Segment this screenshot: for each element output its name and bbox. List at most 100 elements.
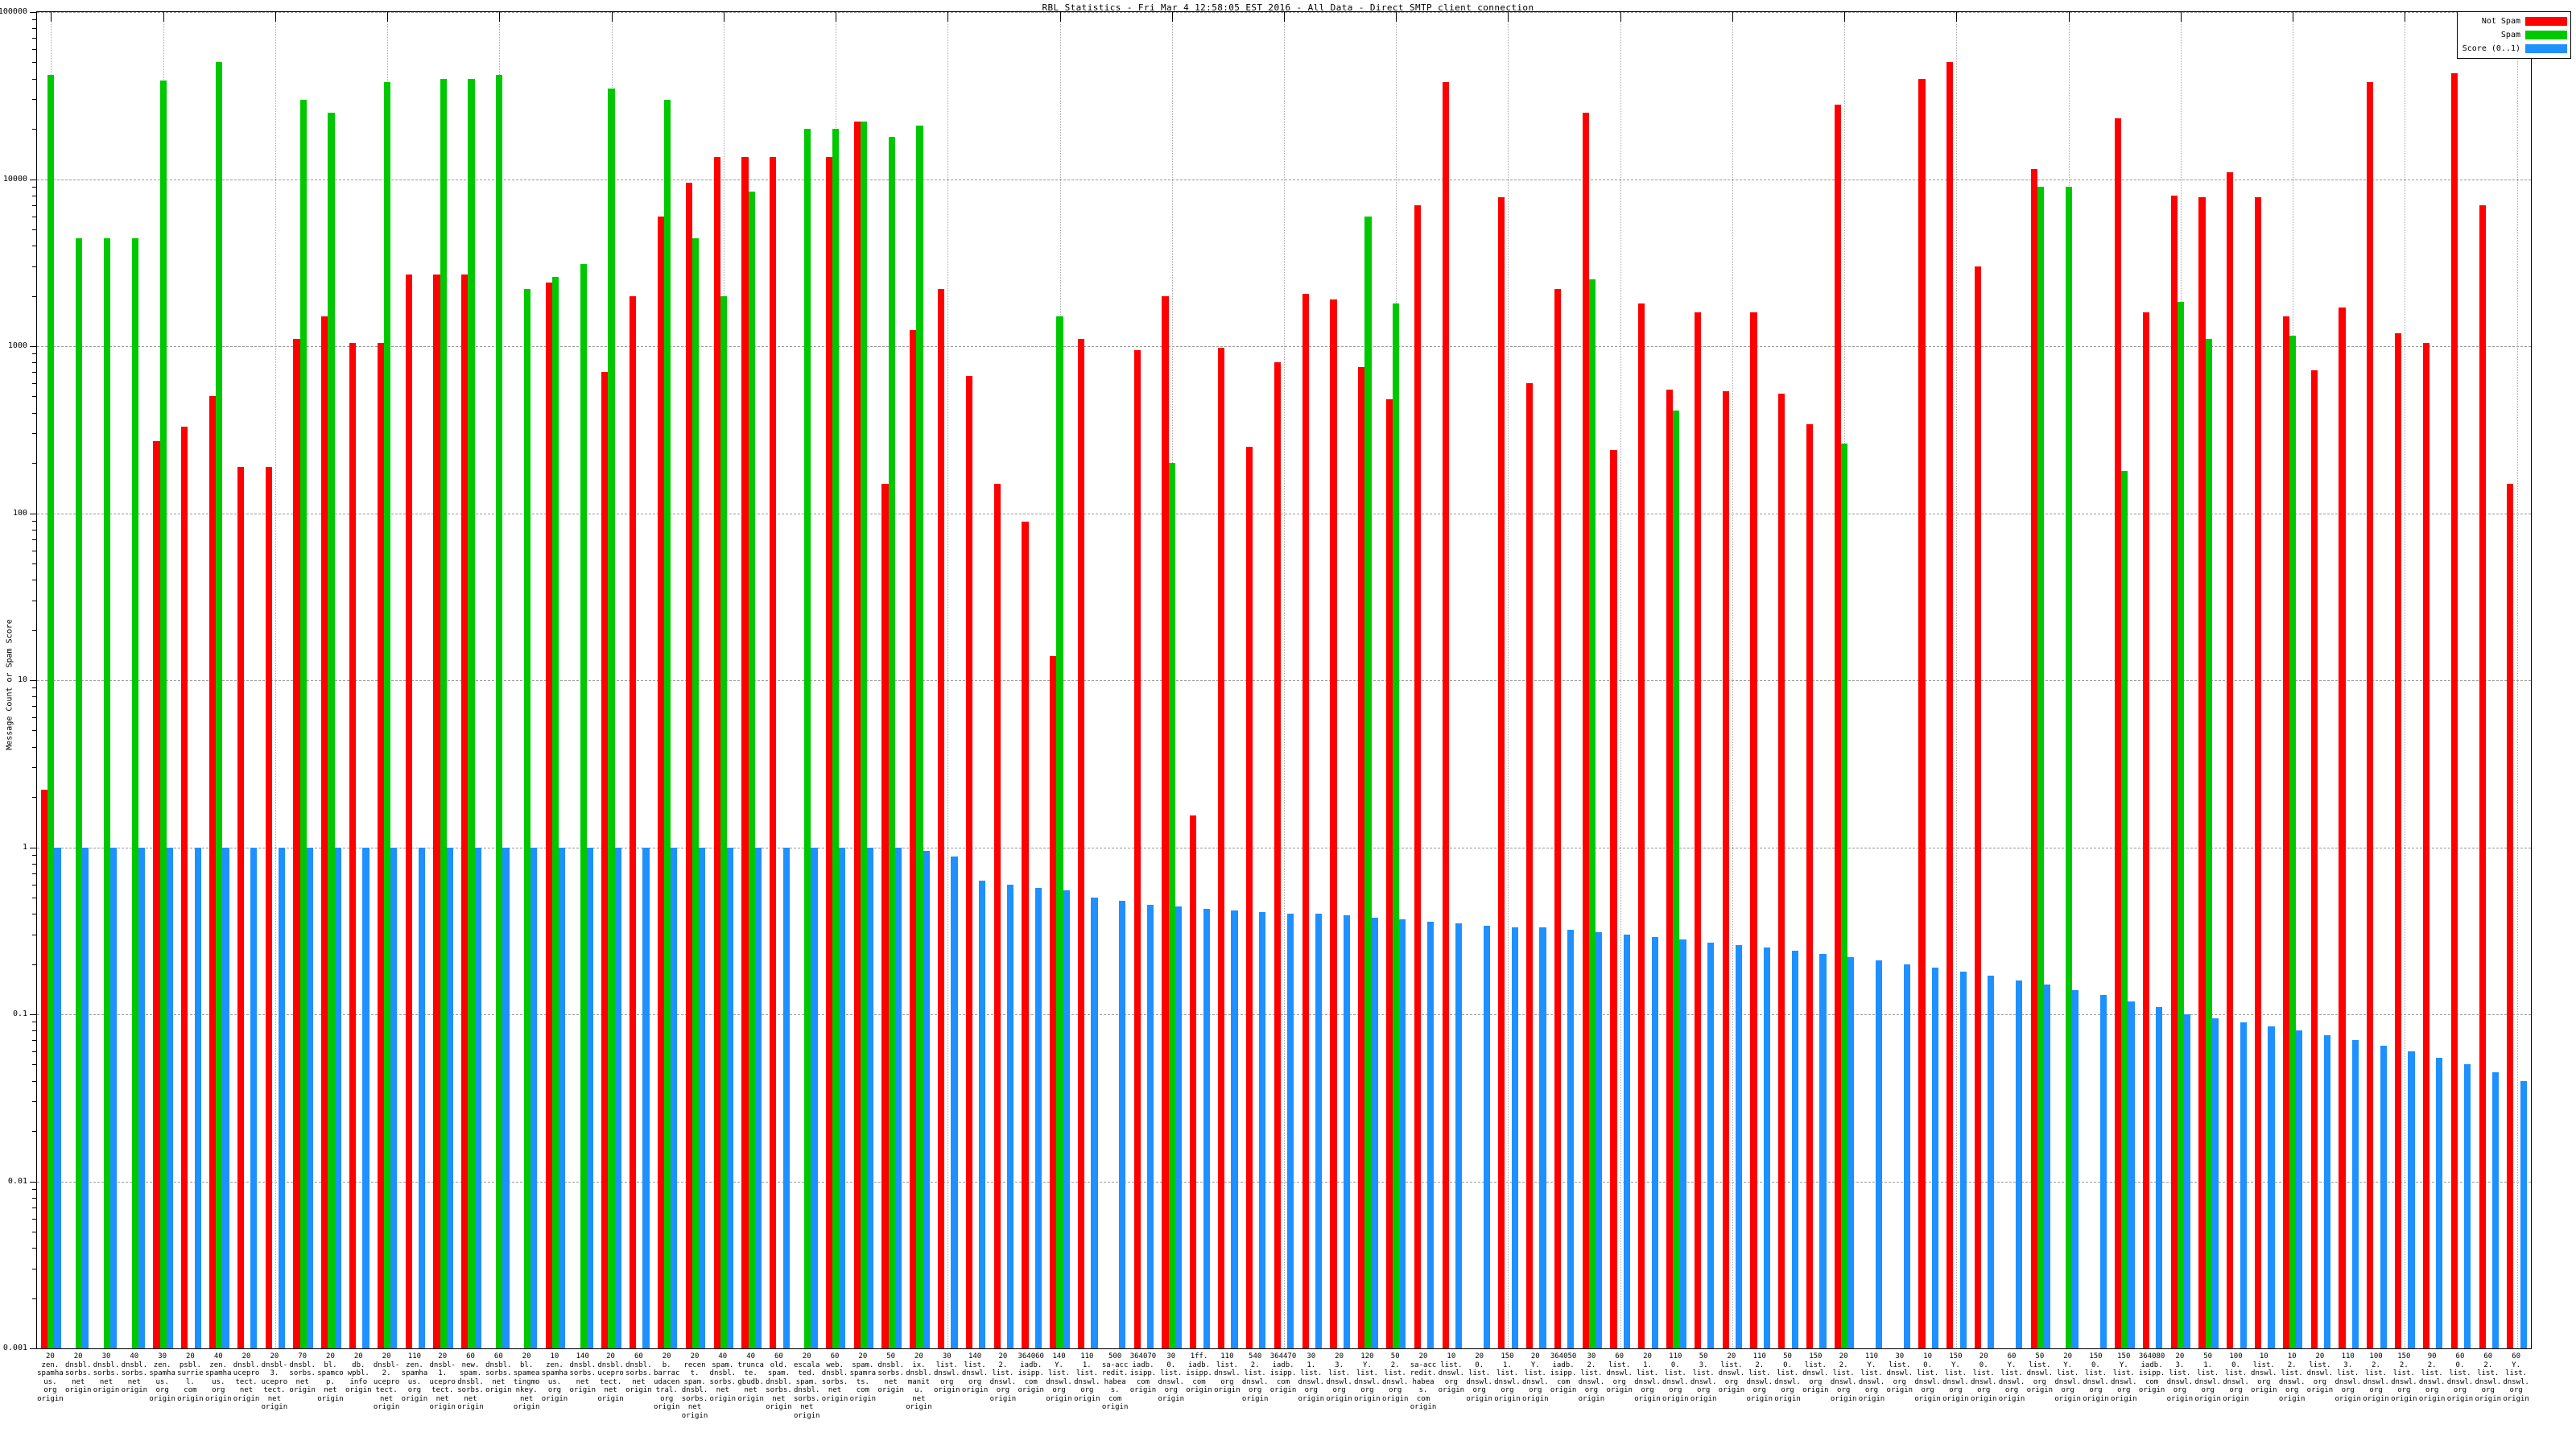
y-axis-tick-major <box>30 12 36 13</box>
bar-spam <box>804 129 811 1348</box>
x-axis-tick-label: 50 dnsbl. sorbs. net origin <box>877 1352 904 1394</box>
bar-score <box>2183 1014 2191 1348</box>
y-axis-tick-minor <box>32 730 36 732</box>
bar-spam <box>2177 301 2184 1348</box>
bar-spam <box>916 125 923 1348</box>
bar-score <box>782 847 790 1348</box>
x-axis-tick-label: 30 2. list. dnswl. org origin <box>1578 1352 1605 1403</box>
y-axis-tick-major <box>30 1348 36 1349</box>
y-axis-tick-minor <box>32 1131 36 1133</box>
y-axis-tick-minor <box>32 396 36 398</box>
bar-spam <box>860 122 867 1348</box>
bar-spam <box>608 88 615 1348</box>
y-axis-tick-minor <box>32 372 36 374</box>
x-axis-tick-label: 70 dnsbl. sorbs. net origin <box>289 1352 316 1394</box>
y-axis-tick-label: 100000 <box>0 7 27 16</box>
x-axis-tick-label: 30 zen. spamhaus. org origin <box>149 1352 175 1403</box>
x-axis-tick-label: 50 3. list. dnswl. org origin <box>1690 1352 1717 1403</box>
y-axis-tick-minor <box>32 433 36 435</box>
bar-score <box>2016 980 2023 1348</box>
bar-spam <box>551 276 559 1348</box>
x-axis-tick-label: 20 dnsbl-1. uceprotect. net origin <box>429 1352 456 1411</box>
y-axis-title: Message Count or Spam Score <box>5 619 14 750</box>
bar-score <box>1343 915 1350 1348</box>
x-axis-tick-label: 20 recent. spam. dnsbl. sorbs. net origin <box>681 1352 708 1420</box>
bar-score <box>1371 917 1378 1348</box>
bar-spam <box>299 99 307 1348</box>
bar-spam <box>1056 316 1063 1348</box>
bar-not-spam <box>265 466 272 1348</box>
x-axis-tick-label: 110 2. list. dnswl. org origin <box>1746 1352 1773 1403</box>
bar-score <box>419 847 426 1348</box>
bar-score <box>1959 972 1967 1348</box>
x-axis-tick-label: 10 2. list. dnswl. org origin <box>2278 1352 2306 1403</box>
bar-not-spam <box>1022 522 1029 1348</box>
y-axis-tick-minor <box>32 630 36 631</box>
bar-score <box>1931 968 1938 1348</box>
y-axis-tick-minor <box>32 696 36 698</box>
x-axis-tick-label: 20 0. list. dnswl. org origin <box>1466 1352 1492 1403</box>
bar-spam <box>1364 216 1372 1348</box>
bar-not-spam <box>2198 196 2206 1348</box>
x-axis-tick-label: 20 dnsbl-2. uceprotect. net origin <box>373 1352 400 1411</box>
x-axis-tick-label: 364080 iadb. isipp. com origin <box>2138 1352 2165 1394</box>
x-axis-tick-label: 20 Y. list. dnswl. org origin <box>1522 1352 1549 1403</box>
bar-not-spam <box>433 274 440 1348</box>
x-axis-tick-label: 20 dnsbl. uceprotect. net origin <box>233 1352 260 1403</box>
bar-score <box>2324 1034 2331 1348</box>
x-axis-tick-label: 500 sa-accredit. habeas. com origin <box>1101 1352 1129 1411</box>
bar-not-spam <box>1694 312 1702 1348</box>
bar-not-spam <box>2367 82 2374 1348</box>
bar-score <box>2043 985 2051 1348</box>
y-axis-tick-minor <box>32 1298 36 1299</box>
x-axis-tick-label: 50 0. list. dnswl. org origin <box>1774 1352 1801 1403</box>
bar-not-spam <box>1610 449 1617 1348</box>
x-axis-tick <box>2068 12 2070 22</box>
y-axis-tick-minor <box>32 99 36 101</box>
y-axis-tick-minor <box>32 964 36 965</box>
bar-spam <box>2289 336 2297 1348</box>
y-axis-tick-major <box>30 346 36 347</box>
bar-score <box>1455 923 1463 1348</box>
bar-score <box>474 847 481 1348</box>
x-axis-tick-label: 100 0. list. dnswl. org origin <box>2223 1352 2249 1403</box>
x-axis-tick-label: 50 2. list. dnswl. org origin <box>1381 1352 1409 1403</box>
bar-score <box>250 847 258 1348</box>
y-axis-tick-minor <box>32 1051 36 1053</box>
bar-spam <box>580 264 587 1348</box>
x-axis-tick-label: 10 zen. spamhaus. org origin <box>541 1352 568 1403</box>
y-axis-tick-minor <box>32 1040 36 1042</box>
bar-score <box>2211 1018 2219 1348</box>
x-axis-tick-label: 110 1. list. dnswl. org origin <box>1074 1352 1100 1403</box>
x-axis-tick-label: 40 zen. spamhaus. org origin <box>204 1352 232 1403</box>
x-axis-tick-label: 20 dnsbl. sorbs. net origin <box>64 1352 92 1394</box>
bar-not-spam <box>1218 347 1225 1348</box>
gridline-vertical <box>275 12 276 1348</box>
y-axis-tick-minor <box>32 746 36 748</box>
gridline-vertical <box>1732 12 1733 1348</box>
gridline-vertical <box>1956 12 1958 1348</box>
legend-color-swatch <box>2525 44 2567 53</box>
bar-spam <box>47 75 55 1348</box>
bar-score <box>979 881 986 1348</box>
bar-spam <box>2065 187 2072 1348</box>
bar-score <box>222 847 229 1348</box>
y-axis-tick-minor <box>32 353 36 355</box>
bar-score <box>1988 976 1995 1348</box>
y-axis-tick-minor <box>32 28 36 30</box>
y-axis-tick-minor <box>32 884 36 886</box>
y-axis-tick-label: 1000 <box>7 341 27 350</box>
x-axis-tick-label: 20 dnsbl-3. uceprotect. net origin <box>261 1352 288 1411</box>
bar-not-spam <box>2142 312 2149 1348</box>
bar-not-spam <box>741 157 749 1348</box>
bar-spam <box>2205 339 2212 1348</box>
bar-score <box>1763 947 1770 1348</box>
bar-not-spam <box>1498 196 1505 1348</box>
bar-not-spam <box>2339 308 2346 1348</box>
y-axis-tick-minor <box>32 49 36 51</box>
bar-not-spam <box>321 316 328 1348</box>
bar-not-spam <box>349 342 357 1348</box>
x-axis-tick-label: 20 escalated. spam. dnsbl. sorbs. net origin <box>793 1352 820 1420</box>
y-axis-tick-major <box>30 1181 36 1183</box>
